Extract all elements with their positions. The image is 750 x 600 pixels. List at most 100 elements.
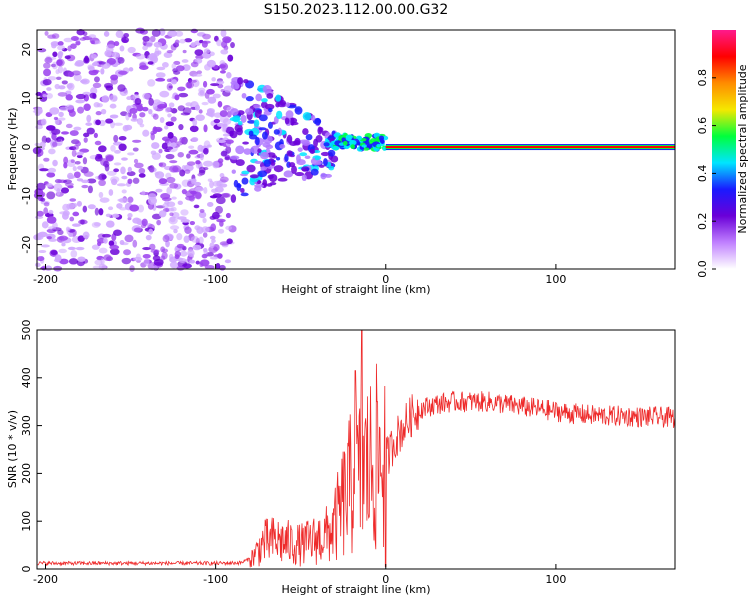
noise-blob: [44, 30, 49, 36]
transition-blob: [305, 133, 313, 141]
noise-blob: [157, 103, 167, 109]
noise-blob: [203, 147, 209, 155]
noise-blob: [104, 49, 112, 57]
noise-blob: [106, 44, 116, 49]
noise-blob: [118, 197, 129, 204]
colorbar-ticks: 0.0 0.2 0.4 0.6 0.8: [696, 69, 716, 278]
transition-blob: [261, 98, 268, 103]
snr-xlabel: Height of straight line (km): [281, 583, 430, 596]
noise-blob: [177, 200, 183, 206]
transition-blob: [313, 150, 321, 154]
chart-title: S150.2023.112.00.00.G32: [264, 2, 449, 18]
noise-blob: [152, 103, 158, 111]
transition-blob: [241, 170, 250, 175]
noise-blob: [217, 253, 223, 259]
noise-blob: [95, 119, 101, 126]
noise-blob: [127, 152, 135, 156]
spectrogram-frame: [36, 29, 676, 270]
noise-blob: [46, 87, 52, 91]
noise-blob: [57, 41, 64, 46]
noise-blob: [107, 206, 114, 211]
transition-blob: [235, 145, 245, 155]
transition-blob: [314, 155, 320, 161]
noise-blob: [118, 136, 127, 141]
noise-blob: [120, 242, 129, 246]
noise-blob: [156, 128, 162, 132]
noise-blob: [89, 92, 97, 99]
transition-blob: [231, 169, 236, 174]
noise-blob: [38, 249, 47, 254]
transition-blob: [248, 130, 254, 137]
noise-blob: [186, 161, 196, 166]
transition-blob: [328, 165, 335, 171]
noise-blob: [173, 228, 178, 234]
noise-blob: [147, 79, 156, 87]
noise-blob: [113, 229, 122, 236]
noise-blob: [194, 49, 204, 56]
noise-blob: [80, 219, 85, 225]
noise-blob: [142, 106, 149, 112]
noise-blob: [76, 154, 83, 159]
noise-blob: [211, 188, 219, 193]
noise-blob: [173, 70, 181, 75]
y-tick-label: 500: [20, 320, 33, 341]
noise-blob: [34, 107, 43, 115]
noise-blob: [58, 235, 69, 241]
transition-blob: [240, 192, 249, 197]
noise-blob: [163, 52, 173, 59]
noise-blob: [160, 246, 166, 253]
noise-blob: [75, 93, 86, 100]
transition-blob: [247, 119, 256, 124]
noise-blob: [70, 159, 75, 164]
noise-blob: [147, 196, 157, 205]
noise-blob: [47, 167, 57, 174]
noise-blob: [142, 253, 151, 259]
noise-blob: [81, 179, 90, 184]
noise-blob: [223, 85, 234, 93]
noise-blob: [73, 73, 82, 82]
noise-blob: [167, 132, 174, 139]
noise-blob: [169, 182, 179, 189]
transition-blob: [229, 130, 238, 139]
noise-blob: [56, 58, 65, 67]
noise-blob: [56, 188, 61, 196]
noise-blob: [93, 40, 101, 45]
transition-blob: [294, 106, 303, 115]
noise-blob: [171, 211, 180, 218]
noise-blob: [119, 45, 125, 52]
noise-blob: [132, 177, 140, 184]
transition-blob: [258, 114, 268, 122]
noise-blob: [87, 178, 97, 184]
noise-blob: [165, 121, 175, 127]
transition-blob: [277, 177, 288, 182]
noise-blob: [141, 218, 148, 227]
noise-blob: [71, 149, 77, 157]
signal-blob: [350, 144, 356, 150]
transition-blob: [242, 79, 249, 84]
noise-blob: [65, 104, 75, 110]
noise-blob: [168, 102, 175, 108]
noise-blob: [197, 144, 204, 152]
noise-blob: [207, 201, 214, 207]
noise-blob: [76, 29, 85, 36]
noise-blob: [216, 180, 223, 187]
noise-blob: [99, 197, 110, 203]
noise-blob: [50, 41, 60, 47]
noise-blob: [138, 173, 146, 178]
noise-blob: [93, 102, 101, 108]
noise-blob: [222, 118, 232, 125]
noise-blob: [152, 113, 159, 120]
noise-blob: [142, 92, 151, 100]
noise-blob: [86, 114, 92, 123]
noise-blob: [38, 191, 46, 198]
noise-blob: [166, 186, 173, 195]
noise-blob: [170, 206, 177, 212]
noise-blob: [98, 145, 107, 153]
noise-blob: [82, 157, 88, 165]
noise-blob: [130, 118, 139, 122]
noise-blob: [67, 175, 76, 180]
noise-blob: [93, 132, 98, 139]
noise-blob: [149, 35, 156, 43]
transition-blob: [297, 147, 303, 152]
noise-blob: [142, 247, 151, 251]
